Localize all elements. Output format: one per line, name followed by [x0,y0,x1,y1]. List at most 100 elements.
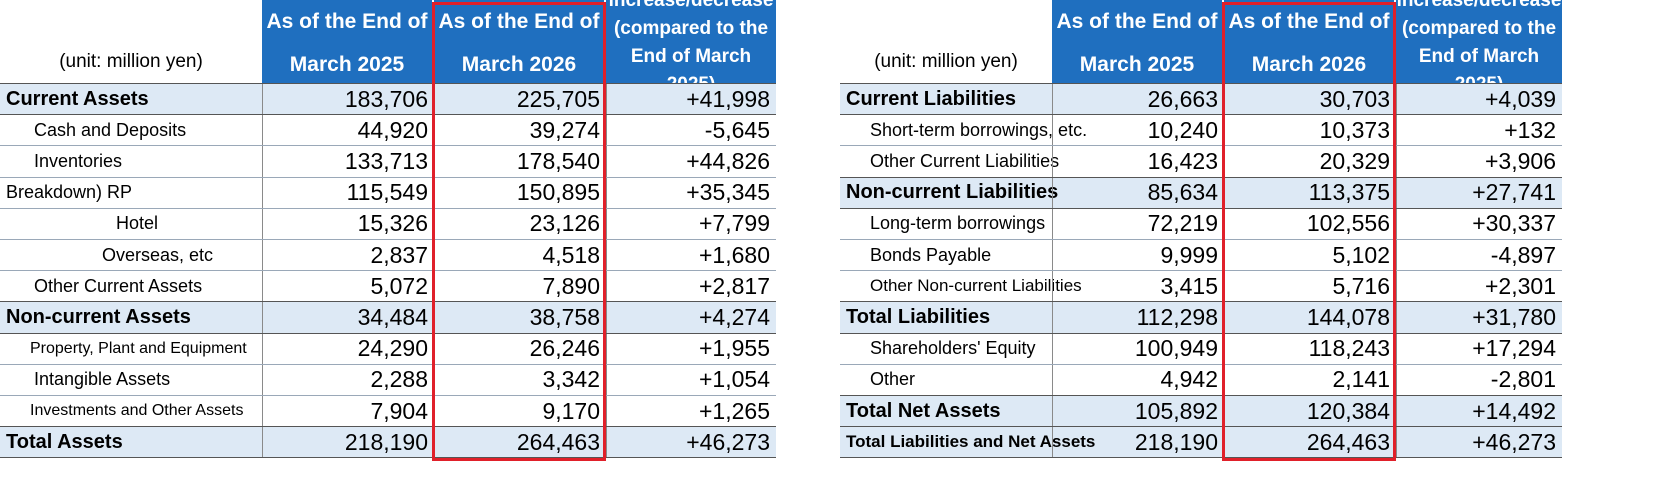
value-march-2025: 100,949 [1052,333,1224,364]
row-label: Long-term borrowings [870,213,1046,234]
value-march-2026: 113,375 [1224,177,1396,208]
table-row-shareholders-equity: Shareholders' Equity 100,949 118,243 +17,29… [840,333,1562,364]
value-march-2025: 3,415 [1052,271,1224,302]
value-increase-decrease: -2,801 [1396,364,1562,395]
row-label: Non-current Liabilities [846,181,1059,204]
value-march-2025: 5,072 [262,271,434,302]
row-divider [840,207,1562,209]
value-march-2026: 178,540 [434,146,606,177]
row-label: Non-current Assets [6,305,191,328]
row-label: Total Assets [6,430,123,453]
value-march-2026: 20,329 [1224,146,1396,177]
value-march-2025: 72,219 [1052,208,1224,239]
value-march-2026: 225,705 [434,84,606,115]
value-march-2026: 7,890 [434,271,606,302]
table-row-non-current-assets: Non-current Assets 34,484 38,758 +4,274 [0,302,776,333]
row-label: Current Assets [6,87,149,110]
row-divider [840,426,1562,428]
value-march-2025: 34,484 [262,302,434,333]
row-label: Investments and Other Assets [30,402,244,420]
value-increase-decrease: +1,054 [606,364,776,395]
row-divider [840,114,1562,116]
row-divider [840,301,1562,303]
value-increase-decrease: +2,817 [606,271,776,302]
row-label: Intangible Assets [34,369,171,390]
value-march-2025: 24,290 [262,333,434,364]
value-march-2026: 150,895 [434,177,606,208]
row-divider [840,176,1562,178]
value-march-2026: 102,556 [1224,208,1396,239]
row-label: Bonds Payable [870,244,992,265]
value-increase-decrease: +2,301 [1396,271,1562,302]
value-increase-decrease: +132 [1396,115,1562,146]
value-increase-decrease: +4,039 [1396,84,1562,115]
table-row-intangible-assets: Intangible Assets 2,288 3,342 +1,054 [0,364,776,395]
row-label: Property, Plant and Equipment [30,339,247,357]
value-march-2026: 264,463 [1224,427,1396,458]
row-divider [0,114,776,116]
table-row-inventories: Inventories 133,713 178,540 +44,826 [0,146,776,177]
table-row-other-current-liabilities: Other Current Liabilities 16,423 20,329 +3,… [840,146,1562,177]
header-march-2025: As of the End of March 2025 [1052,0,1222,86]
table-row-long-term-borrowings: Long-term borrowings 72,219 102,556 +30,337 [840,208,1562,239]
row-label: Other Current Assets [34,275,203,296]
row-divider [0,176,776,178]
row-divider [840,145,1562,147]
row-label: Shareholders' Equity [870,338,1036,359]
row-divider [840,457,1562,459]
value-march-2025: 115,549 [262,177,434,208]
value-march-2025: 9,999 [1052,240,1224,271]
value-march-2026: 2,141 [1224,364,1396,395]
table-row-other: Other 4,942 2,141 -2,801 [840,364,1562,395]
row-divider [840,239,1562,240]
value-march-2026: 9,170 [434,396,606,427]
value-march-2026: 3,342 [434,364,606,395]
header-divider [840,83,1562,84]
value-increase-decrease: +46,273 [606,427,776,458]
value-march-2025: 105,892 [1052,396,1224,427]
value-increase-decrease: +1,265 [606,396,776,427]
row-divider [0,363,776,365]
value-march-2026: 144,078 [1224,302,1396,333]
row-divider [840,363,1562,365]
value-march-2025: 7,904 [262,396,434,427]
value-march-2025: 26,663 [1052,84,1224,115]
value-march-2026: 39,274 [434,115,606,146]
value-increase-decrease: +4,274 [606,302,776,333]
unit-label: (unit: million yen) [59,51,203,72]
table-row-short-term-borrowings-etc: Short-term borrowings, etc. 10,240 10,373 +… [840,115,1562,146]
row-label: Total Liabilities and Net Assets [846,432,1096,452]
value-increase-decrease: +1,955 [606,333,776,364]
value-increase-decrease: -5,645 [606,115,776,146]
table-row-total-liabilities-and-net-assets: Total Liabilities and Net Assets 218,190 2… [840,427,1562,458]
row-label: Other Current Liabilities [870,150,1060,171]
value-march-2026: 5,716 [1224,271,1396,302]
table-row-property-plant-and-equipment: Property, Plant and Equipment 24,290 26,24… [0,333,776,364]
value-march-2026: 5,102 [1224,240,1396,271]
table-row-total-liabilities: Total Liabilities 112,298 144,078 +31,780 [840,302,1562,333]
value-march-2025: 2,288 [262,364,434,395]
row-divider [0,332,776,334]
row-label: Inventories [34,150,123,171]
value-increase-decrease: +14,492 [1396,396,1562,427]
table-row-other-non-current-liabilities: Other Non-current Liabilities 3,415 5,716 +… [840,271,1562,302]
row-label: Other [870,369,916,390]
header-march-2026: As of the End of March 2026 [434,0,604,86]
row-divider [0,239,776,240]
value-march-2026: 4,518 [434,240,606,271]
row-label: Total Liabilities [846,305,991,328]
row-label: Short-term borrowings, etc. [870,119,1088,140]
row-divider [0,207,776,209]
header-increase-decrease: increase/decrease (compared to the End o… [606,0,776,95]
row-divider [840,395,1562,396]
row-label: Current Liabilities [846,87,1017,110]
value-march-2026: 10,373 [1224,115,1396,146]
header-increase-decrease: increase/decrease (compared to the End o… [1396,0,1562,95]
value-march-2025: 133,713 [262,146,434,177]
unit-label: (unit: million yen) [874,51,1018,72]
value-march-2026: 30,703 [1224,84,1396,115]
value-increase-decrease: +30,337 [1396,208,1562,239]
value-march-2025: 85,634 [1052,177,1224,208]
table-row-current-assets: Current Assets 183,706 225,705 +41,998 [0,84,776,115]
value-march-2026: 264,463 [434,427,606,458]
